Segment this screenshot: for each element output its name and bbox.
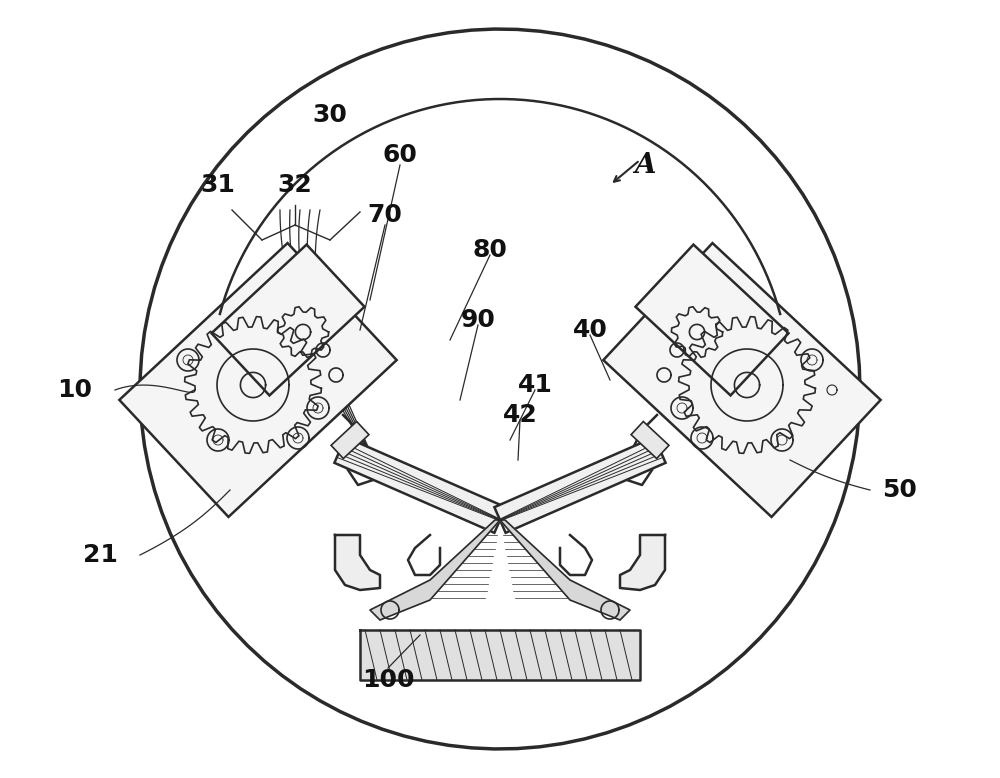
Text: 42: 42 [503,403,537,427]
Polygon shape [500,520,630,620]
Polygon shape [360,630,640,680]
Polygon shape [603,243,881,517]
Text: 32: 32 [278,173,312,197]
Polygon shape [119,243,397,517]
Text: 30: 30 [313,103,347,127]
Text: 60: 60 [383,143,417,167]
Text: 70: 70 [368,203,402,227]
Polygon shape [635,244,789,395]
Text: 100: 100 [362,668,414,692]
Polygon shape [631,422,669,458]
Text: 80: 80 [473,238,507,262]
Polygon shape [494,437,666,533]
Polygon shape [211,244,365,395]
Polygon shape [335,535,380,590]
Polygon shape [334,437,506,533]
Text: 90: 90 [461,308,495,332]
Polygon shape [620,535,665,590]
Text: 10: 10 [58,378,92,402]
Polygon shape [331,422,369,458]
Text: 21: 21 [83,543,117,567]
Text: 41: 41 [518,373,552,397]
Polygon shape [370,520,500,620]
Text: A: A [634,152,656,178]
Text: 50: 50 [883,478,917,502]
Text: 40: 40 [573,318,607,342]
Text: 31: 31 [201,173,235,197]
